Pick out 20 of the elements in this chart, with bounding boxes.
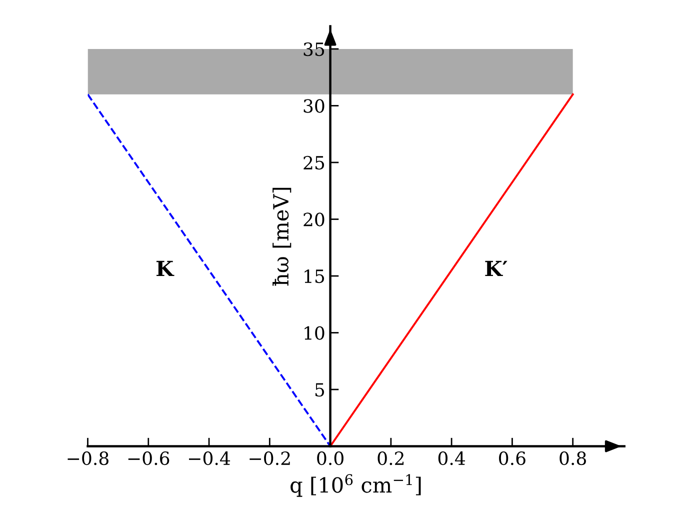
y-tick-label: 10: [304, 326, 324, 340]
y-tick-label: 15: [304, 269, 324, 284]
x-tick-label: −0.8: [68, 451, 108, 466]
x-tick-label: −0.4: [189, 451, 230, 466]
x-tick-label: 0.0: [317, 451, 344, 466]
y-axis-title: ħω [meV]: [272, 188, 292, 286]
x-tick-label: −0.6: [128, 451, 170, 466]
y-tick-label: 25: [304, 156, 324, 170]
y-tick-label: 5: [315, 383, 324, 397]
y-tick-label: 35: [304, 42, 324, 56]
series-label: K′: [485, 260, 508, 276]
x-tick-label: 0.2: [378, 451, 404, 466]
x-tick-label: 0.8: [560, 451, 586, 466]
y-tick-label: 20: [304, 212, 324, 226]
x-tick-label: 0.6: [499, 451, 526, 466]
series-label: K: [156, 260, 174, 276]
x-axis-title: q [10$^{6}$ cm$^{−1}$]: [290, 474, 421, 497]
x-tick-label: −0.2: [250, 451, 290, 466]
y-tick-label: 30: [304, 99, 324, 113]
x-tick-label: 0.4: [438, 451, 466, 466]
